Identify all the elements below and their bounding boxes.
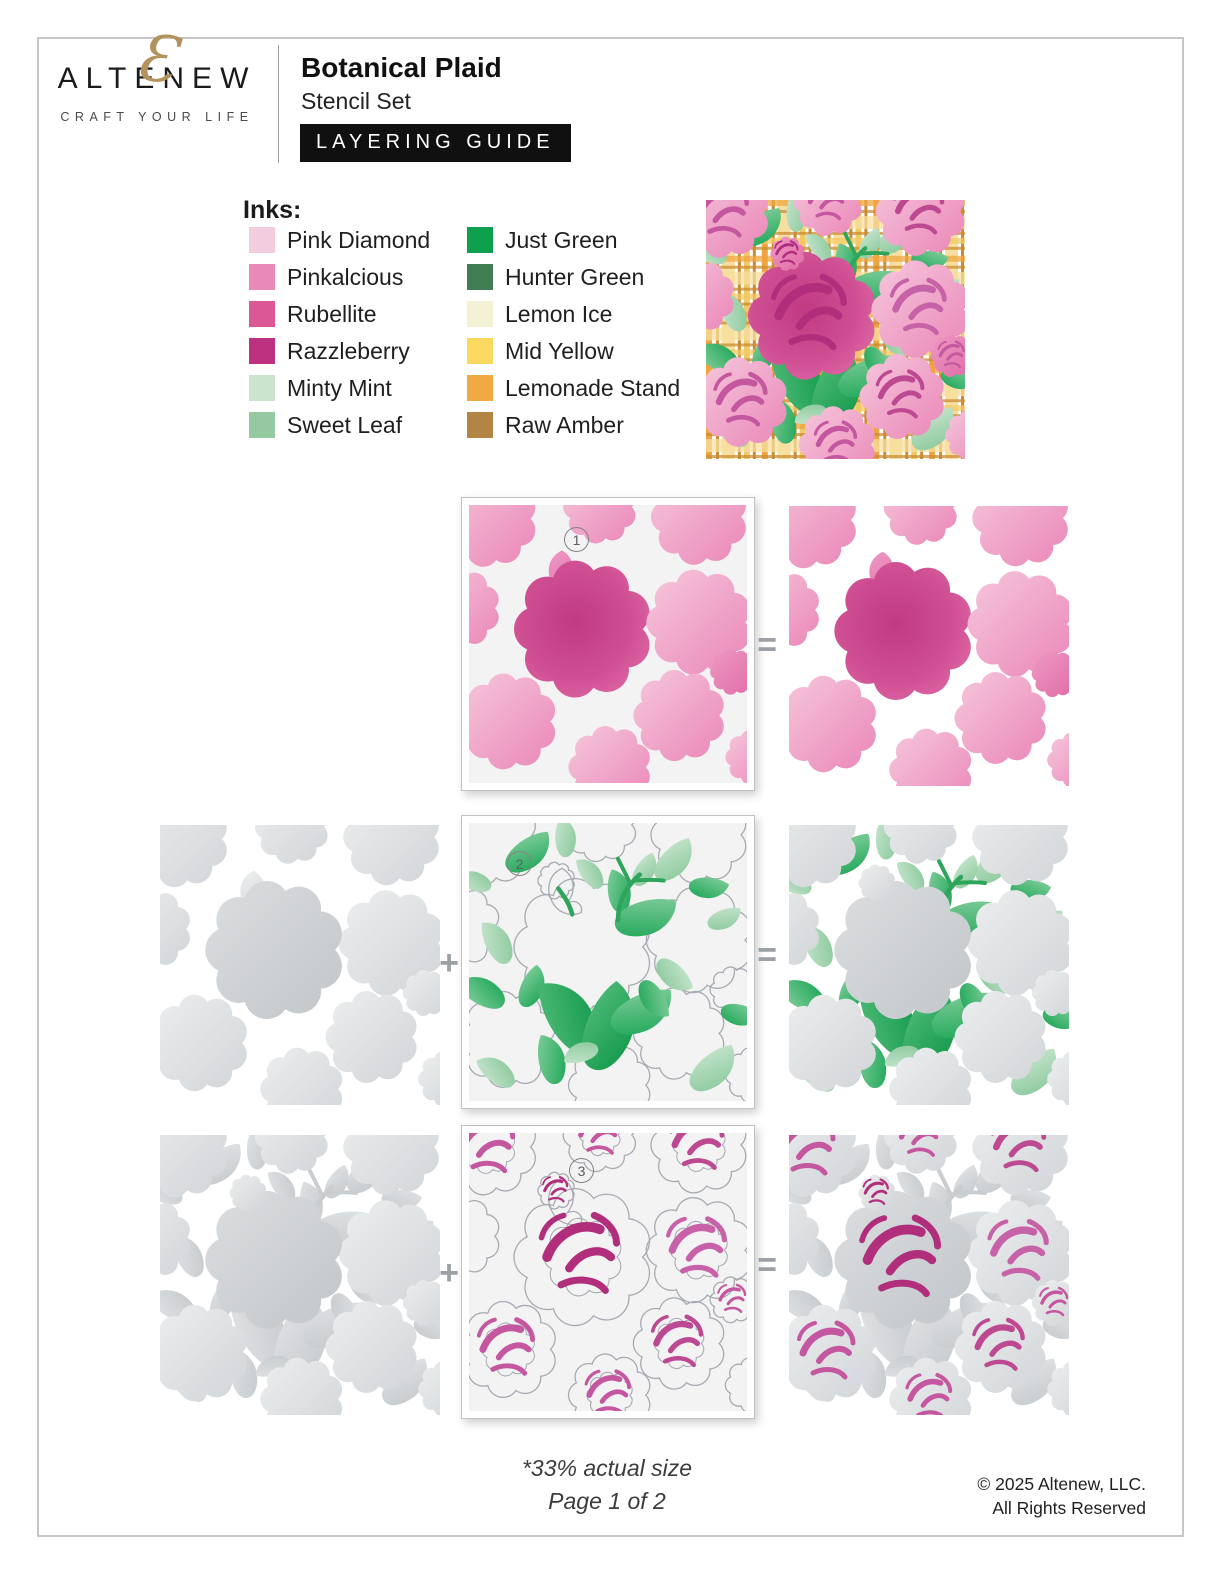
stencil-surface: 3 bbox=[469, 1133, 747, 1411]
page-title: Botanical Plaid bbox=[301, 52, 502, 83]
stencil-3-artwork bbox=[469, 1133, 747, 1411]
inks-heading: Inks: bbox=[243, 196, 302, 224]
ink-item: Raw Amber bbox=[467, 412, 680, 438]
ink-swatch bbox=[467, 227, 493, 253]
ink-label: Razzleberry bbox=[287, 337, 410, 364]
equals-operator: = bbox=[757, 1246, 777, 1284]
stencil-number-badge: 3 bbox=[569, 1158, 594, 1183]
inks-column-left: Pink Diamond Pinkalcious Rubellite Razzl… bbox=[249, 227, 430, 438]
copyright: © 2025 Altenew, LLC. All Rights Reserved bbox=[977, 1472, 1146, 1520]
ink-swatch bbox=[467, 375, 493, 401]
ink-item: Lemon Ice bbox=[467, 301, 680, 327]
inks-column-right: Just Green Hunter Green Lemon Ice Mid Ye… bbox=[467, 227, 680, 438]
brand-ampersand-glyph: Ɛ bbox=[132, 21, 180, 99]
ink-item: Pink Diamond bbox=[249, 227, 430, 253]
header-divider bbox=[278, 45, 279, 163]
result-3-artwork bbox=[789, 1135, 1069, 1415]
ink-label: Lemonade Stand bbox=[505, 374, 681, 401]
ink-item: Razzleberry bbox=[249, 338, 430, 364]
previous-layer-panel-2 bbox=[160, 825, 440, 1105]
final-sample-image bbox=[706, 200, 965, 460]
previous-layer-panel-3 bbox=[160, 1135, 440, 1415]
ink-swatch bbox=[467, 301, 493, 327]
ink-label: Lemon Ice bbox=[505, 300, 613, 327]
ink-item: Pinkalcious bbox=[249, 264, 430, 290]
plus-operator: + bbox=[439, 1254, 459, 1292]
equals-operator: = bbox=[757, 626, 777, 664]
ink-item: Just Green bbox=[467, 227, 680, 253]
page-number: Page 1 of 2 bbox=[548, 1488, 666, 1514]
ink-item: Sweet Leaf bbox=[249, 412, 430, 438]
previous-layer-3-artwork bbox=[160, 1135, 440, 1415]
ink-swatch bbox=[249, 412, 275, 438]
ink-label: Hunter Green bbox=[505, 263, 645, 290]
copyright-line-2: All Rights Reserved bbox=[992, 1498, 1146, 1518]
stencil-panel-2: 2 bbox=[461, 815, 755, 1109]
ink-swatch bbox=[467, 412, 493, 438]
plus-operator: + bbox=[439, 944, 459, 982]
ink-swatch bbox=[467, 338, 493, 364]
stencil-number-badge: 1 bbox=[564, 527, 589, 552]
footer-center: *33% actual size Page 1 of 2 bbox=[0, 1452, 1214, 1518]
stencil-panel-3: 3 bbox=[461, 1125, 755, 1419]
brand-logo: Ɛ ALTENEW CRAFT YOUR LIFE bbox=[52, 21, 262, 124]
brand-name: ALTENEW bbox=[57, 62, 257, 95]
ink-swatch bbox=[249, 227, 275, 253]
ink-item: Rubellite bbox=[249, 301, 430, 327]
ink-swatch bbox=[249, 375, 275, 401]
ink-swatch bbox=[467, 264, 493, 290]
ink-swatch bbox=[249, 264, 275, 290]
stencil-surface: 1 bbox=[469, 505, 747, 783]
ink-swatch bbox=[249, 301, 275, 327]
page-subtitle: Stencil Set bbox=[301, 88, 411, 114]
ink-label: Minty Mint bbox=[287, 374, 392, 401]
result-panel-3 bbox=[789, 1135, 1069, 1415]
scale-note: *33% actual size bbox=[521, 1455, 693, 1481]
equals-operator: = bbox=[757, 936, 777, 974]
stencil-surface: 2 bbox=[469, 823, 747, 1101]
result-panel-1 bbox=[789, 506, 1069, 786]
ink-label: Rubellite bbox=[287, 300, 377, 327]
copyright-line-1: © 2025 Altenew, LLC. bbox=[977, 1474, 1146, 1494]
ink-item: Minty Mint bbox=[249, 375, 430, 401]
result-1-artwork bbox=[789, 506, 1069, 786]
ink-label: Just Green bbox=[505, 226, 618, 253]
result-panel-2 bbox=[789, 825, 1069, 1105]
stencil-1-artwork bbox=[469, 505, 747, 783]
ink-label: Pinkalcious bbox=[287, 263, 404, 290]
ink-label: Mid Yellow bbox=[505, 337, 614, 364]
previous-layer-2-artwork bbox=[160, 825, 440, 1105]
stencil-number-badge: 2 bbox=[507, 851, 532, 876]
stencil-panel-1: 1 bbox=[461, 497, 755, 791]
brand-tagline: CRAFT YOUR LIFE bbox=[60, 110, 254, 124]
ink-swatch bbox=[249, 338, 275, 364]
ink-item: Hunter Green bbox=[467, 264, 680, 290]
final-sample-artwork bbox=[706, 200, 965, 459]
ink-label: Sweet Leaf bbox=[287, 411, 403, 438]
ink-label: Raw Amber bbox=[505, 411, 624, 438]
layering-guide-badge: LAYERING GUIDE bbox=[300, 124, 571, 162]
result-2-artwork bbox=[789, 825, 1069, 1105]
ink-label: Pink Diamond bbox=[287, 226, 431, 253]
ink-item: Lemonade Stand bbox=[467, 375, 680, 401]
ink-item: Mid Yellow bbox=[467, 338, 680, 364]
